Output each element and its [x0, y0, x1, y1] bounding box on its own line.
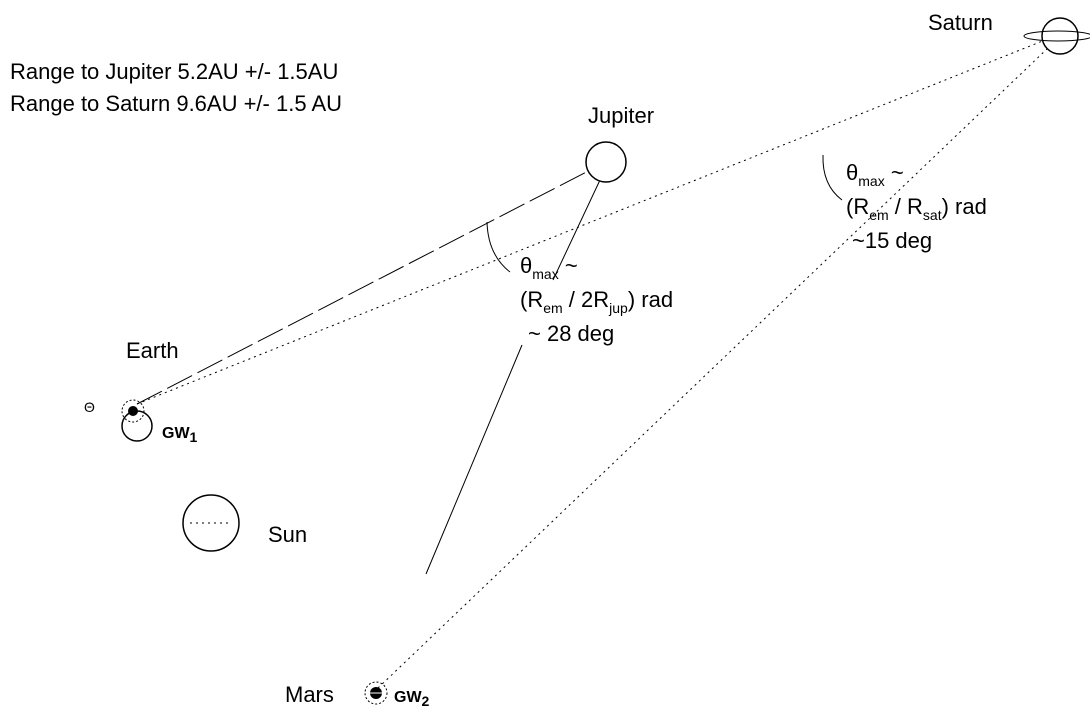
mars-saturn-line: [377, 47, 1049, 689]
f: (R: [846, 194, 869, 219]
earth-symbol: Θ: [84, 399, 95, 415]
theta-tail: ~: [885, 160, 904, 185]
angle-symbol: θmax ~: [520, 253, 578, 282]
earth-circle: [121, 410, 153, 442]
note: Range to Jupiter 5.2AU +/- 1.5AU: [10, 59, 338, 84]
angle-formula: (Rem / 2Rjup) rad: [520, 287, 673, 316]
jupiter-circle: [585, 141, 627, 183]
mars-ring: [364, 681, 388, 705]
f: ) rad: [942, 194, 987, 219]
jupiter-label: Jupiter: [588, 103, 654, 128]
f-sub: sat: [923, 207, 942, 223]
theta: θ: [520, 253, 532, 278]
station-base: GW: [162, 425, 190, 442]
station-sub: 2: [422, 693, 430, 709]
station-sub: 1: [190, 429, 198, 445]
station-label: GW1: [162, 425, 198, 445]
mars-label: Mars: [285, 682, 334, 707]
station-base: GW: [394, 689, 422, 706]
angle-formula: (Rem / Rsat) rad: [846, 194, 987, 223]
saturn-label: Saturn: [928, 10, 993, 35]
earth-label: Earth: [126, 338, 179, 363]
f-sub: em: [543, 300, 562, 316]
angle-symbol: θmax ~: [846, 160, 904, 189]
sun-label: Sun: [268, 522, 307, 547]
f: ) rad: [628, 287, 673, 312]
angle-degrees: ~15 deg: [852, 228, 932, 253]
angle-arc: [822, 154, 843, 201]
theta-sub: max: [532, 266, 558, 282]
f: / 2R: [563, 287, 609, 312]
f-sub: em: [869, 207, 888, 223]
earth-jupiter-line: [136, 165, 599, 405]
theta-tail: ~: [559, 253, 578, 278]
note: Range to Saturn 9.6AU +/- 1.5 AU: [10, 91, 342, 116]
station-label: GW2: [394, 689, 430, 709]
saturn-ring: [1023, 30, 1090, 42]
mars-jupiter-line: [425, 344, 523, 575]
theta: θ: [846, 160, 858, 185]
saturn-circle: [1041, 17, 1079, 55]
earth-saturn-line: [136, 39, 1046, 405]
f-sub: jup: [608, 300, 628, 316]
sun-circle: [182, 494, 240, 552]
angle-arc: [486, 221, 511, 273]
f: / R: [889, 194, 923, 219]
f: (R: [520, 287, 543, 312]
gw1-station: [128, 406, 138, 416]
earth-orbit-ring: [121, 399, 145, 423]
angle-degrees: ~ 28 deg: [528, 321, 614, 346]
theta-sub: max: [858, 173, 884, 189]
mars-jupiter-line: [552, 162, 609, 281]
